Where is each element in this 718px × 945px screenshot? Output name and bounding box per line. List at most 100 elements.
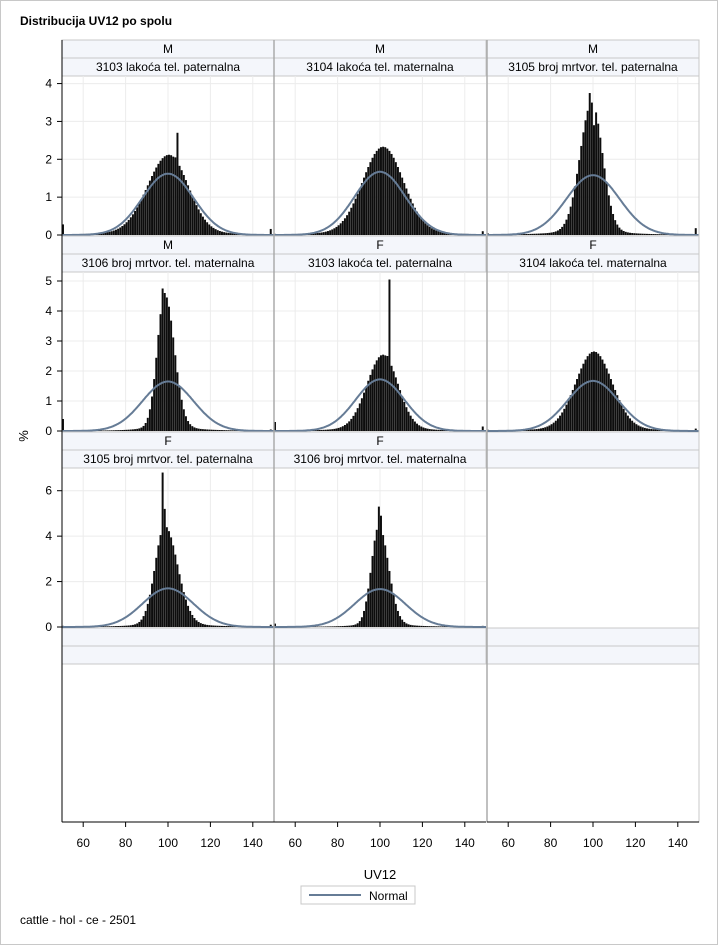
histogram-bar xyxy=(331,626,334,627)
histogram-bar xyxy=(377,506,380,627)
histogram-bar xyxy=(614,220,617,235)
histogram-bar xyxy=(622,408,625,431)
histogram-bar xyxy=(552,232,555,235)
histogram-bar xyxy=(170,537,173,627)
histogram-bar xyxy=(552,422,555,431)
x-tick-label-1-1: 80 xyxy=(331,836,345,850)
panel-header-sex-bg-empty-3-2 xyxy=(486,627,700,647)
panel-header-trait-bg-empty-3-0 xyxy=(61,645,275,665)
histogram-bar xyxy=(206,429,209,431)
histogram-bar xyxy=(108,231,111,235)
panel-header-sex-5: F xyxy=(589,238,596,252)
footnote: cattle - hol - ce - 2501 xyxy=(20,913,137,927)
normal-curve-3 xyxy=(62,380,274,432)
histogram-bar xyxy=(540,233,542,235)
panel-header-trait-3: 3106 broj mrtvor. tel. maternalna xyxy=(82,256,255,270)
histogram-bar xyxy=(350,207,353,235)
histogram-bar xyxy=(380,147,382,235)
histogram-bar xyxy=(599,356,602,431)
histogram-bar xyxy=(548,232,551,235)
histogram-bar xyxy=(168,531,170,627)
histogram-bar xyxy=(643,233,646,235)
histogram-bar xyxy=(386,356,389,431)
histogram-bar xyxy=(212,625,215,627)
histogram-bar xyxy=(106,626,109,627)
normal-curve-5 xyxy=(487,379,699,432)
histogram-bar xyxy=(201,216,204,235)
histogram-bar xyxy=(580,145,583,235)
panel-header-trait-7: 3106 broj mrtvor. tel. maternalna xyxy=(294,452,467,466)
histogram-bar xyxy=(380,515,382,627)
histogram-bar xyxy=(384,545,387,627)
histogram-bar xyxy=(125,222,128,235)
y-tick-label-2-1: 2 xyxy=(45,575,52,589)
histogram-bar xyxy=(318,429,321,431)
histogram-bar xyxy=(435,626,438,627)
histogram-bar xyxy=(588,93,591,236)
normal-curve-4 xyxy=(274,378,486,432)
histogram-bar xyxy=(584,359,587,431)
histogram-bar xyxy=(375,360,378,431)
histogram-bar xyxy=(119,430,122,431)
histogram-bar xyxy=(178,165,181,235)
histogram-bar xyxy=(535,429,538,431)
histogram-bar xyxy=(193,200,196,235)
histogram-bar xyxy=(601,359,604,431)
histogram-bar xyxy=(365,601,368,627)
histogram-bar xyxy=(269,624,272,627)
histogram-bar xyxy=(142,425,145,431)
y-tick-label-1-4: 4 xyxy=(45,304,52,318)
histogram-bar xyxy=(172,545,175,627)
histogram-bar xyxy=(367,380,370,431)
histogram-bar xyxy=(371,369,374,431)
histogram-bar xyxy=(390,365,393,431)
histogram-bar xyxy=(401,396,404,431)
histogram-bar xyxy=(231,626,234,627)
histogram-bar xyxy=(377,357,380,431)
histogram-bar xyxy=(382,146,385,235)
histogram-bar xyxy=(218,230,221,235)
histogram-bar xyxy=(327,231,329,235)
histogram-bar xyxy=(343,424,346,431)
histogram-bar xyxy=(403,621,406,627)
histogram-bar xyxy=(641,233,644,235)
histogram-bar xyxy=(365,386,368,431)
histogram-bar xyxy=(360,617,363,627)
histogram-bar xyxy=(527,429,530,431)
histogram-bar xyxy=(324,231,327,235)
histogram-bar xyxy=(110,626,113,627)
histogram-bar xyxy=(639,426,642,431)
histogram-bar xyxy=(327,626,329,627)
histogram-bar xyxy=(620,229,623,235)
panel-header-sex-3: M xyxy=(163,238,173,252)
histogram-bar xyxy=(348,211,351,235)
histogram-bar xyxy=(401,177,404,235)
histogram-bar xyxy=(346,423,349,431)
x-tick-label-0-2: 100 xyxy=(158,836,178,850)
histogram-bars-3 xyxy=(62,288,274,431)
histogram-bar xyxy=(424,626,427,627)
histogram-bar xyxy=(363,392,366,431)
histogram-bar xyxy=(540,428,542,431)
histogram-bar xyxy=(409,198,412,235)
histogram-bar xyxy=(390,583,393,627)
histogram-bar xyxy=(411,203,414,235)
histogram-bar xyxy=(161,158,164,235)
histogram-bar xyxy=(407,624,410,627)
histogram-bar xyxy=(399,390,402,431)
histogram-bar xyxy=(654,429,657,431)
histogram-bar xyxy=(422,625,425,627)
histogram-bar xyxy=(108,626,111,627)
histogram-bar xyxy=(199,428,202,431)
histogram-bar xyxy=(123,224,126,235)
histogram-bar xyxy=(354,624,357,627)
histogram-bar xyxy=(348,421,351,431)
histogram-bar xyxy=(616,224,619,235)
x-tick-label-0-4: 140 xyxy=(243,836,263,850)
histogram-bar xyxy=(607,195,610,235)
histogram-bar xyxy=(204,429,207,431)
histogram-bar xyxy=(225,430,228,431)
histogram-bar xyxy=(413,421,416,431)
histogram-bar xyxy=(582,363,585,431)
histogram-bar xyxy=(373,540,376,627)
